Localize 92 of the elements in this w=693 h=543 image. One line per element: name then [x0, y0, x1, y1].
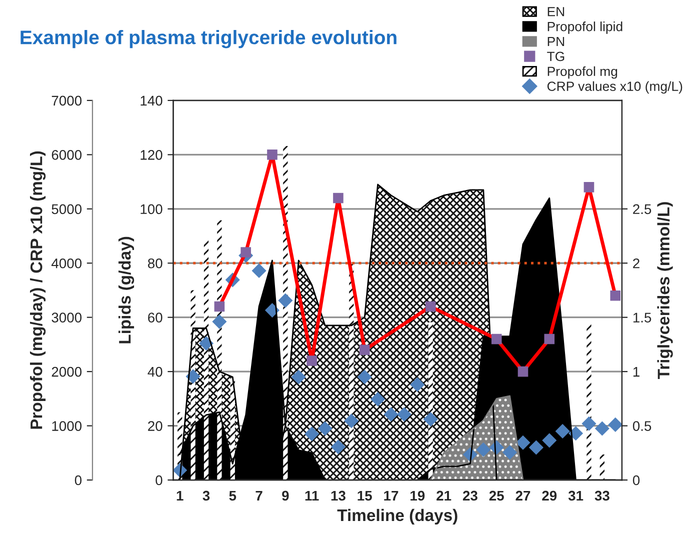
x-tick-label: 33	[594, 490, 610, 501]
x-tick-label: 3	[202, 490, 210, 501]
y2-tick-label: 0.5	[632, 421, 652, 431]
point	[410, 377, 425, 392]
point	[344, 414, 359, 428]
x-tick-label: 7	[256, 490, 262, 500]
legend-label: Propofol lipid	[548, 22, 622, 34]
point	[423, 412, 438, 427]
bar	[600, 454, 604, 480]
point	[304, 426, 320, 442]
y3-tick-label: 1000	[52, 421, 82, 431]
y3-tick-label: 2000	[52, 366, 82, 377]
point	[516, 435, 530, 450]
y-axis-title: Lipids (g/day)	[118, 236, 134, 344]
y3-tick-label: 6000	[52, 150, 82, 160]
y2-tick-label: 2.5	[633, 204, 652, 214]
point	[528, 440, 544, 455]
chart-title: Example of plasma triglyceride evolution	[20, 30, 396, 48]
legend-label: PN	[548, 36, 564, 46]
y2-tick-label: 0	[632, 475, 640, 486]
legend-label: TG	[547, 52, 564, 62]
point	[318, 421, 332, 436]
x-tick-label: 5	[229, 490, 236, 501]
point	[252, 263, 266, 278]
y3-axis-title: Propofol (mg/day) / CRP x10 (mg/L)	[30, 151, 46, 429]
point	[333, 192, 344, 204]
y3-tick-label: 0	[74, 475, 82, 486]
point	[330, 440, 346, 454]
x-tick-label: 19	[410, 490, 425, 501]
y-tick-label: 20	[148, 421, 162, 431]
point	[425, 301, 436, 312]
point	[610, 290, 621, 301]
point	[594, 421, 610, 436]
y-tick-label: 140	[140, 96, 162, 106]
x-tick-label: 1	[176, 490, 184, 500]
y3-tick-label: 7000	[52, 96, 82, 106]
point	[240, 247, 251, 258]
point	[518, 366, 528, 377]
y2-tick-label: 2	[633, 258, 640, 268]
point	[264, 303, 280, 318]
point	[568, 426, 584, 441]
x-tick-label: 11	[305, 490, 319, 500]
x-tick-label: 29	[542, 490, 557, 501]
y3-tick-label: 4000	[51, 258, 82, 268]
y3-tick-label: 3000	[52, 312, 82, 323]
point	[306, 356, 317, 366]
point	[267, 150, 278, 160]
x-axis-title: Timeline (days)	[337, 508, 458, 524]
point	[608, 417, 622, 432]
point	[186, 369, 200, 384]
point	[584, 182, 594, 192]
legend-label: Propofol mg	[548, 66, 618, 79]
point	[198, 336, 214, 351]
x-tick-label: 17	[384, 490, 398, 500]
point	[555, 424, 570, 438]
point	[214, 301, 225, 312]
legend-label: EN	[548, 7, 564, 16]
x-tick-label: 31	[568, 490, 584, 501]
y-tick-label: 120	[140, 150, 162, 160]
bar	[204, 240, 209, 480]
x-tick-label: 15	[358, 490, 372, 501]
y-tick-label: 60	[148, 312, 162, 323]
point	[491, 334, 502, 344]
y-tick-label: 80	[148, 258, 162, 268]
bar	[586, 324, 592, 480]
y3-tick-label: 5000	[52, 204, 82, 214]
point	[291, 370, 306, 384]
point	[359, 344, 370, 356]
point	[476, 442, 491, 457]
point	[396, 407, 412, 422]
legend-label: CRP values x10 (mg/L)	[547, 81, 682, 94]
point	[544, 334, 555, 344]
x-tick-label: 21	[436, 490, 452, 500]
point	[582, 416, 596, 431]
point	[542, 433, 557, 448]
point	[370, 392, 386, 407]
point	[212, 314, 227, 329]
y-tick-label: 0	[156, 475, 162, 486]
x-tick-label: 9	[282, 490, 289, 501]
point	[502, 445, 518, 460]
x-tick-label: 23	[462, 490, 478, 501]
point	[278, 293, 293, 308]
point	[384, 407, 398, 422]
x-tick-label: 25	[489, 490, 504, 501]
y2-tick-label: 1.5	[633, 312, 652, 323]
y2-tick-label: 1	[633, 367, 640, 377]
y-tick-label: 40	[148, 366, 162, 377]
point	[357, 370, 372, 384]
y2-axis-title: Triglycerides (mmol/L)	[657, 202, 673, 379]
y-tick-label: 100	[140, 204, 162, 214]
x-tick-label: 27	[516, 490, 530, 500]
x-tick-label: 13	[331, 490, 346, 501]
